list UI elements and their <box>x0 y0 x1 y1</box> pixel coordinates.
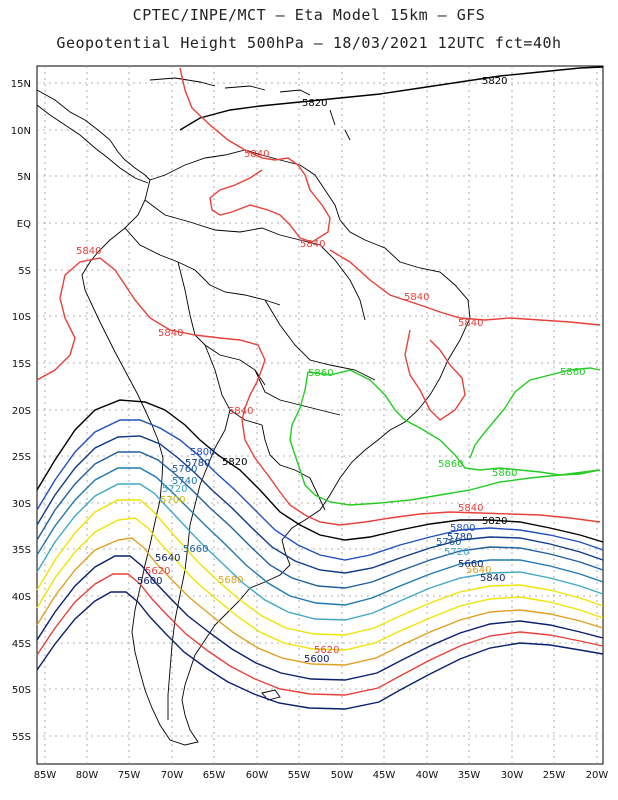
contour-label: 5840 <box>458 318 483 329</box>
contour-label: 5640 <box>466 565 491 576</box>
contour-5840-east <box>329 249 601 326</box>
longitude-labels: 85W 80W 75W 70W 65W 60W 55W 50W 45W 40W … <box>34 770 609 781</box>
contour-label: 5860 <box>560 367 585 378</box>
lat-label: 10S <box>12 312 31 323</box>
contour-label: 5700 <box>160 495 185 506</box>
contour-label: 5860 <box>438 459 463 470</box>
lat-label: 30S <box>12 499 31 510</box>
lon-label: 30W <box>501 770 524 781</box>
contour-label: 5840 <box>300 239 325 250</box>
lat-label: 20S <box>12 406 31 417</box>
contour-label: 5600 <box>137 576 162 587</box>
contour-5840-coast <box>404 329 466 421</box>
coastlines <box>36 77 471 746</box>
contour-label: 5820 <box>482 76 507 87</box>
lat-label: 5S <box>18 266 31 277</box>
contour-label: 5840 <box>158 328 183 339</box>
contour-5720 <box>36 483 604 621</box>
lon-label: 55W <box>288 770 311 781</box>
lon-label: 25W <box>543 770 566 781</box>
contour-label: 5600 <box>304 654 329 665</box>
contour-5820-band <box>36 399 604 543</box>
contour-label: 5720 <box>444 547 469 558</box>
contour-label: 5760 <box>172 464 197 475</box>
contour-label: 5660 <box>183 544 208 555</box>
contour-5680 <box>36 517 604 651</box>
lon-label: 65W <box>203 770 226 781</box>
contour-label: 5840 <box>76 246 101 257</box>
lon-label: 40W <box>416 770 439 781</box>
contour-5800 <box>36 419 604 561</box>
lat-label: 40S <box>12 592 31 603</box>
lat-label: 50S <box>12 685 31 696</box>
lat-label: 55S <box>12 732 31 743</box>
contour-5820-north <box>179 66 604 131</box>
contour-5840-north <box>179 67 331 243</box>
lat-label: 15N <box>11 79 31 90</box>
contour-label: 5620 <box>314 645 339 656</box>
contour-label: 5840 <box>228 406 253 417</box>
lat-label: 35S <box>12 545 31 556</box>
contour-5840-mid <box>241 419 306 516</box>
contour-label: 5800 <box>190 447 215 458</box>
lon-label: 60W <box>246 770 269 781</box>
contour-label: 5820 <box>302 98 327 109</box>
contour-label: 5840 <box>404 292 429 303</box>
contour-label: 5840 <box>244 149 269 160</box>
lon-label: 35W <box>458 770 481 781</box>
lat-label: EQ <box>17 219 31 230</box>
contour-label: 5860 <box>492 468 517 479</box>
contour-5760 <box>36 451 604 589</box>
contour-5840-south <box>304 511 601 526</box>
lat-label: 15S <box>12 359 31 370</box>
contour-lines <box>36 66 604 710</box>
contour-label: 5680 <box>218 575 243 586</box>
contour-label: 5840 <box>458 503 483 514</box>
contour-label: 5620 <box>145 566 170 577</box>
lat-label: 25S <box>12 452 31 463</box>
contour-5860-inner <box>289 371 601 506</box>
contour-5640 <box>36 555 604 681</box>
lon-label: 75W <box>118 770 141 781</box>
contour-5840-west <box>36 257 266 421</box>
lon-label: 45W <box>373 770 396 781</box>
contour-label: 5820 <box>482 516 507 527</box>
contour-5620 <box>36 573 604 696</box>
lon-label: 85W <box>34 770 57 781</box>
contour-label: 5720 <box>162 484 187 495</box>
contour-5780 <box>36 435 604 574</box>
contour-labels: 5820 5820 5840 5840 5840 5840 5840 5840 … <box>76 76 585 665</box>
lon-label: 80W <box>76 770 99 781</box>
contour-label: 5800 <box>450 523 475 534</box>
chart-subtitle: Geopotential Height 500hPa – 18/03/2021 … <box>56 34 562 52</box>
contour-label: 5780 <box>185 458 210 469</box>
contour-5600 <box>36 591 604 710</box>
contour-5860-brazil <box>307 369 601 476</box>
lat-label: 45S <box>12 639 31 650</box>
lon-label: 70W <box>161 770 184 781</box>
contour-label: 5780 <box>447 532 472 543</box>
chart-title: CPTEC/INPE/MCT – Eta Model 15km – GFS <box>132 6 486 24</box>
contour-5700 <box>36 499 604 636</box>
contour-label: 5840 <box>480 573 505 584</box>
contour-label: 5820 <box>222 457 247 468</box>
latitude-labels: 15N 10N 5N EQ 5S 10S 15S 20S 25S 30S 35S… <box>11 79 31 743</box>
contour-5860-east <box>469 367 601 459</box>
contour-label: 5740 <box>172 476 197 487</box>
contour-label: 5640 <box>155 553 180 564</box>
contour-label: 5860 <box>308 368 333 379</box>
contour-5740 <box>36 467 604 606</box>
lon-label: 50W <box>331 770 354 781</box>
contour-label: 5660 <box>458 559 483 570</box>
contour-5660 <box>36 537 604 666</box>
lon-label: 20W <box>586 770 609 781</box>
contour-label: 5760 <box>436 537 461 548</box>
lat-label: 5N <box>17 172 31 183</box>
lat-label: 10N <box>11 126 31 137</box>
